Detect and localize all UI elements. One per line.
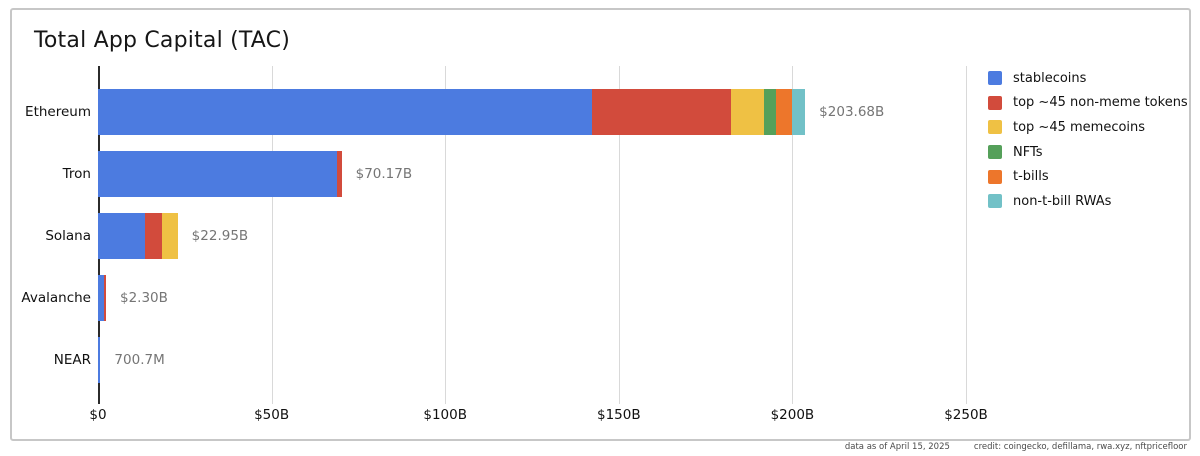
bar-value-label: $203.68B: [819, 104, 885, 120]
x-tick-label: $150B: [596, 407, 641, 423]
legend-item: t-bills: [988, 164, 1188, 189]
bar-segment: [592, 89, 731, 135]
x-tick-label: $200B: [770, 407, 815, 423]
legend-swatch-icon: [988, 120, 1002, 135]
legend-item: NFTs: [988, 140, 1188, 165]
legend-label: NFTs: [1013, 144, 1043, 160]
bar-value-label: 700.7M: [114, 352, 165, 368]
x-tick-label: $100B: [423, 407, 467, 423]
x-tick-label: $50B: [254, 407, 290, 423]
legend-label: t-bills: [1013, 169, 1049, 185]
category-label-avalanche: Avalanche: [21, 290, 91, 306]
bar-segment: [763, 89, 777, 135]
bar-segment: [98, 213, 146, 259]
x-tick-label: $0: [89, 407, 107, 423]
bar-segment: [730, 89, 764, 135]
bar-segment: [776, 89, 793, 135]
bar-segment: [792, 89, 806, 135]
data-as-of-note: data as of April 15, 2025: [844, 442, 950, 452]
gridline: [618, 66, 620, 404]
legend-item: top ~45 memecoins: [988, 115, 1188, 140]
chart-footer: data as of April 15, 2025 credit: coinge…: [845, 442, 1187, 452]
bar-segment: [98, 151, 337, 197]
bar-segment: [145, 213, 163, 259]
category-label-tron: Tron: [62, 166, 91, 182]
legend-item: stablecoins: [988, 66, 1188, 91]
bar-value-label: $22.95B: [191, 228, 249, 244]
legend-swatch-icon: [988, 194, 1002, 209]
gridline: [271, 66, 273, 404]
legend-swatch-icon: [988, 169, 1002, 184]
bar-segment: [98, 89, 593, 135]
legend-label: stablecoins: [1013, 70, 1087, 86]
category-label-near: NEAR: [53, 352, 91, 368]
legend: stablecoins top ~45 non-meme tokens top ~4…: [988, 66, 1188, 214]
bar-value-label: $70.17B: [355, 166, 413, 182]
bar-segment: [98, 337, 101, 383]
gridline: [792, 66, 794, 404]
bar-segment: [336, 151, 342, 197]
bar-segment: [104, 275, 106, 321]
category-label-solana: Solana: [45, 228, 91, 244]
chart-title: Total App Capital (TAC): [34, 28, 290, 53]
legend-label: non-t-bill RWAs: [1013, 193, 1112, 209]
legend-swatch-icon: [988, 145, 1002, 160]
category-label-ethereum: Ethereum: [25, 104, 91, 120]
bar-segment: [98, 275, 105, 321]
bar-value-label: $2.30B: [119, 290, 168, 306]
legend-swatch-icon: [988, 71, 1002, 86]
legend-label: top ~45 non-meme tokens: [1013, 95, 1188, 111]
x-tick-label: $250B: [944, 407, 988, 423]
legend-label: top ~45 memecoins: [1013, 119, 1146, 135]
bar-segment: [162, 213, 178, 259]
gridline: [966, 66, 967, 404]
legend-item: non-t-bill RWAs: [988, 189, 1188, 214]
gridline: [445, 66, 447, 404]
credit-note: credit: coingecko, defillama, rwa.xyz, n…: [973, 442, 1187, 452]
legend-item: top ~45 non-meme tokens: [988, 91, 1188, 116]
legend-swatch-icon: [988, 95, 1002, 110]
